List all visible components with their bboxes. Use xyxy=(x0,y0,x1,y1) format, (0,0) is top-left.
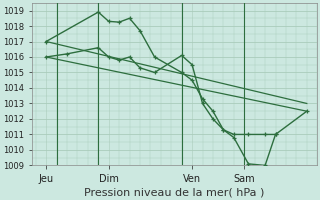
X-axis label: Pression niveau de la mer( hPa ): Pression niveau de la mer( hPa ) xyxy=(84,187,265,197)
